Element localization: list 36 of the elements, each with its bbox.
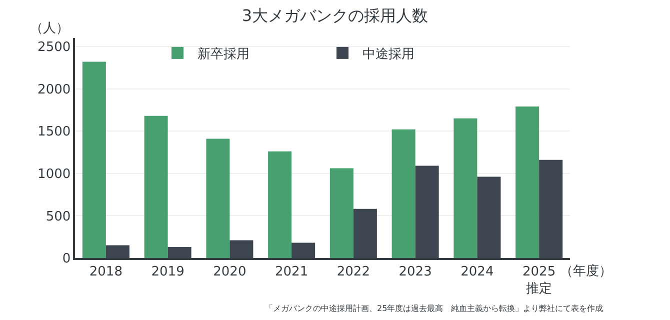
bar xyxy=(292,242,316,258)
y-tick-label: 1000 xyxy=(38,166,71,182)
bar xyxy=(230,240,254,258)
y-tick-label: 500 xyxy=(46,209,71,224)
bar xyxy=(454,118,478,258)
legend-label: 新卒採用 xyxy=(198,47,250,62)
y-tick-label: 1500 xyxy=(38,124,71,140)
bar xyxy=(516,106,540,258)
bar xyxy=(206,138,230,258)
legend-label: 中途採用 xyxy=(362,47,414,62)
bar xyxy=(268,151,292,258)
bar xyxy=(106,245,130,258)
x-tick-label: 2023 xyxy=(398,264,432,280)
x-tick-label: 2020 xyxy=(213,264,246,280)
bar xyxy=(392,129,416,258)
chart-title: 3大メガバンクの採用人数 xyxy=(242,6,428,25)
bar xyxy=(144,116,168,258)
bar xyxy=(539,160,563,258)
x-tick-label: 2024 xyxy=(460,264,494,280)
y-tick-label: 0 xyxy=(62,252,71,267)
bar xyxy=(415,166,439,258)
y-tick-label: 2500 xyxy=(38,40,71,56)
x-tick-label: 2018 xyxy=(89,264,122,280)
bar xyxy=(330,168,354,258)
y-tick-label: 2000 xyxy=(38,82,71,98)
x-tick-label: 2022 xyxy=(336,264,370,280)
bar xyxy=(477,176,501,258)
bar xyxy=(168,247,192,258)
text: 「メガバンクの中途採用計画、25年度は過去最高 純血主義から転換」より弊社にて表を作成 xyxy=(265,304,604,313)
x-tick-label: 2021 xyxy=(275,264,308,280)
x-tick-label: 2019 xyxy=(151,264,184,280)
x-axis-title: （年度） xyxy=(560,263,612,279)
y-axis-title: （人） xyxy=(30,21,69,36)
bar xyxy=(82,62,106,258)
x-tick-label: 2025 推定 xyxy=(522,264,556,296)
bar xyxy=(353,208,377,258)
